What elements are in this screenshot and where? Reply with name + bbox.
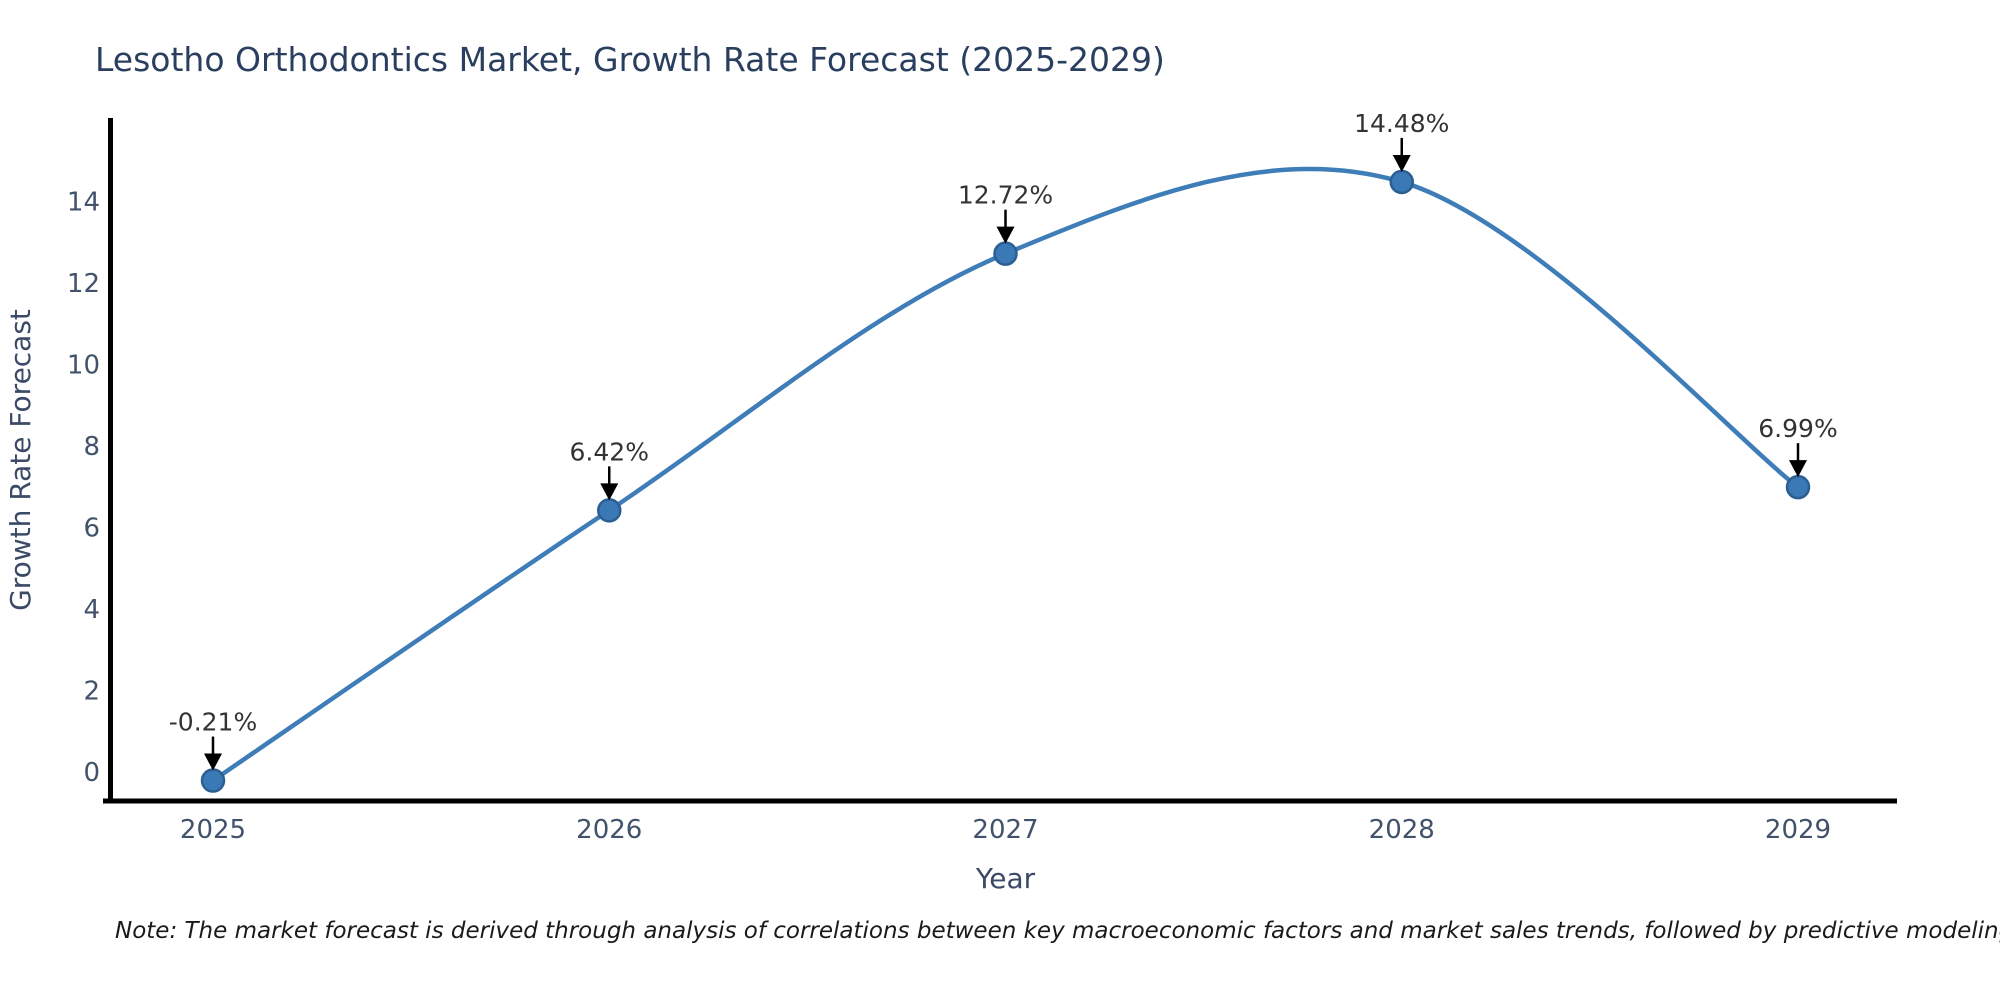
point-label-2029: 6.99% — [1758, 414, 1837, 443]
y-tick-label: 4 — [83, 595, 100, 625]
y-tick-label: 6 — [83, 514, 100, 544]
data-point-2027 — [993, 241, 1018, 266]
y-tick-label: 2 — [83, 677, 100, 707]
point-label-2025: -0.21% — [169, 708, 257, 737]
chart-title: Lesotho Orthodontics Market, Growth Rate… — [95, 40, 1165, 79]
y-axis-title: Growth Rate Forecast — [4, 309, 37, 611]
data-point-2028 — [1389, 169, 1414, 195]
y-tick-label: 14 — [67, 188, 100, 218]
y-tick-label: 12 — [67, 269, 100, 299]
annotation-arrow-head — [204, 753, 222, 771]
x-tick-label: 2028 — [1369, 815, 1435, 845]
chart-footnote: Note: The market forecast is derived thr… — [115, 918, 2000, 944]
annotation-arrow-head — [1789, 460, 1807, 478]
x-tick-label: 2027 — [972, 815, 1038, 845]
x-tick-label: 2026 — [576, 815, 642, 845]
annotation-arrow-head — [600, 483, 619, 501]
data-point-2026 — [597, 498, 622, 523]
point-label-2028: 14.48% — [1354, 109, 1449, 138]
point-label-2027: 12.72% — [958, 181, 1053, 210]
point-label-2026: 6.42% — [570, 437, 649, 466]
data-point-2029 — [1785, 474, 1811, 500]
x-tick-label: 2029 — [1765, 815, 1831, 845]
y-tick-label: 10 — [67, 351, 100, 381]
data-point-2025 — [200, 768, 226, 793]
annotation-arrow-head — [1392, 154, 1411, 172]
annotation-arrow-head — [996, 226, 1015, 244]
x-tick-label: 2025 — [180, 815, 246, 845]
y-tick-label: 0 — [83, 758, 100, 788]
y-tick-label: 8 — [83, 432, 100, 462]
x-axis-title: Year — [975, 862, 1036, 895]
